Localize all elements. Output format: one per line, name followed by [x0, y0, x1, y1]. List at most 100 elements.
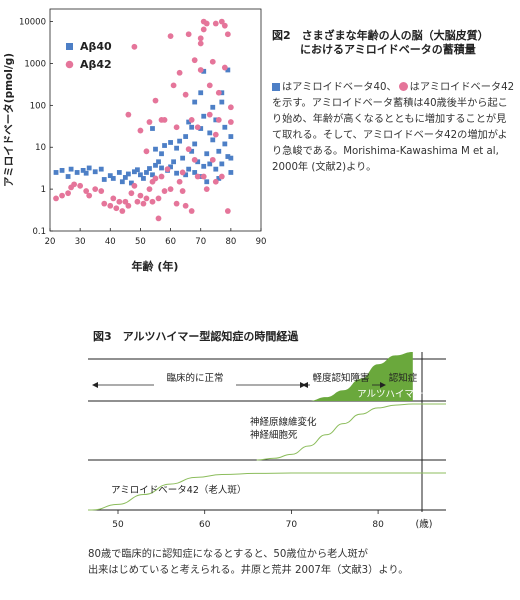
- fig2-caption-text: はアミロイドベータ40、 はアミロイドベータ42を示す。アミロイドベータ蓄積は40…: [272, 80, 515, 176]
- ab42-point: [197, 67, 204, 73]
- x-axis-label: 年齢 (年): [132, 259, 179, 273]
- fig2-caption: はアミロイドベータ40、 はアミロイドベータ42を示す。アミロイドベータ蓄積は40…: [272, 80, 515, 176]
- ab42-point: [182, 202, 189, 209]
- ab40-point: [171, 159, 176, 165]
- ab40-point: [210, 104, 216, 110]
- y-tick-label: 10000: [19, 18, 46, 28]
- ab40-point: [74, 170, 80, 175]
- ab42-point: [200, 26, 207, 33]
- ab42-point: [209, 58, 216, 65]
- ab40-point: [204, 151, 210, 157]
- ab40-point: [168, 140, 173, 145]
- ab42-point: [116, 198, 123, 205]
- y-tick-label: 1000: [24, 59, 46, 69]
- ab42-point: [125, 111, 132, 118]
- dementia-area: [308, 352, 413, 401]
- ab40-point: [228, 170, 234, 175]
- ab42-point: [101, 200, 108, 207]
- legend-ab42-marker: [65, 60, 74, 69]
- ab42-point: [137, 127, 144, 134]
- ab42-point: [140, 200, 147, 207]
- ab42-point: [221, 22, 228, 29]
- ab40-point: [204, 179, 210, 185]
- ab42-point: [197, 40, 204, 47]
- x-tick-label: 20: [45, 237, 56, 247]
- y-tick-label: 100: [30, 101, 46, 111]
- x-tick-label: 80: [225, 237, 236, 247]
- ab40-point: [186, 119, 192, 125]
- ab42-point: [203, 20, 210, 27]
- label-dementia: 認知症: [389, 372, 418, 384]
- fig2-scatter-chart: 20 30 40 50 60 70 80 90 0.1 1 10 100 1000 10000 Aβ40 …: [3, 8, 266, 273]
- ab40-point: [144, 170, 149, 175]
- ab40-square-icon: [272, 83, 280, 91]
- ab42-point: [176, 178, 183, 185]
- ab40-point: [168, 164, 173, 170]
- ab42-point: [110, 195, 117, 202]
- ab40-point: [216, 176, 222, 181]
- ab40-point: [119, 179, 125, 185]
- ab42-point: [188, 208, 195, 214]
- ab40-point: [92, 169, 98, 175]
- ab42-point: [167, 33, 174, 40]
- ab42-point: [191, 156, 198, 163]
- fig2-title-line2: におけるアミロイドベータの蓄積量: [300, 42, 476, 56]
- ab40-point: [174, 170, 179, 176]
- ab40-point: [183, 172, 189, 178]
- ab42-point: [194, 124, 201, 131]
- ab40-point: [198, 174, 204, 179]
- ab40-point: [186, 166, 192, 172]
- label-ad: アルツハイマー病: [357, 388, 433, 400]
- ab40-point: [222, 124, 228, 130]
- y-tick-label: 1: [41, 185, 46, 195]
- ab40-point: [189, 124, 195, 130]
- ab42-point: [212, 20, 219, 27]
- ab42-point: [191, 57, 198, 64]
- y-tick-label: 0.1: [32, 227, 46, 237]
- ab42-point: [212, 178, 219, 185]
- ab42-point: [200, 173, 207, 180]
- ab42-point: [134, 198, 141, 205]
- fig2-points: [53, 18, 234, 222]
- ab40-point: [141, 176, 146, 181]
- legend-ab42-label: Aβ42: [80, 58, 112, 71]
- ab40-point: [183, 134, 189, 139]
- ab40-point: [86, 165, 92, 171]
- ab42-point: [155, 215, 162, 222]
- ab40-point: [153, 162, 158, 168]
- ab40-point: [192, 170, 198, 175]
- ab42-point: [83, 188, 90, 194]
- ab42-point: [131, 182, 138, 189]
- ab42-point: [218, 173, 225, 180]
- ab42-point: [161, 116, 168, 123]
- ab40-point: [68, 166, 74, 172]
- ab40-point: [153, 146, 158, 152]
- ab42-point: [164, 166, 171, 173]
- ab40-point: [128, 180, 134, 186]
- ab42-point: [218, 18, 225, 25]
- ab40-point: [122, 175, 128, 180]
- fig3-x-tick-label: 60: [199, 520, 211, 530]
- x-tick-label: 40: [105, 237, 116, 247]
- ab40-point: [180, 155, 186, 161]
- ab42-point: [59, 192, 65, 199]
- ab40-point: [162, 143, 167, 148]
- ab40-point: [174, 145, 179, 151]
- ab40-point: [177, 138, 183, 144]
- ab42-point: [170, 82, 177, 89]
- ab42-point: [92, 186, 99, 193]
- fig3-caption-line2: 出来はじめていると考えられる。井原と荒井 2007年（文献3）より。: [88, 565, 409, 576]
- label-normal: 臨床的に正常: [166, 372, 223, 384]
- fig3-x-tick-label: 80: [372, 520, 384, 530]
- ab40-point: [207, 130, 213, 136]
- ab42-point: [143, 195, 150, 202]
- ab42-point: [173, 200, 180, 207]
- mci-arrow-left-head: [302, 382, 308, 388]
- neurofibrillary-curve: [256, 403, 446, 461]
- ab42-point: [227, 104, 234, 111]
- ab40-point: [216, 148, 222, 154]
- fig3-x-tick-label: 50: [112, 520, 124, 530]
- ab42-point: [71, 181, 78, 188]
- label-neuro1: 神経原線維変化: [250, 416, 317, 428]
